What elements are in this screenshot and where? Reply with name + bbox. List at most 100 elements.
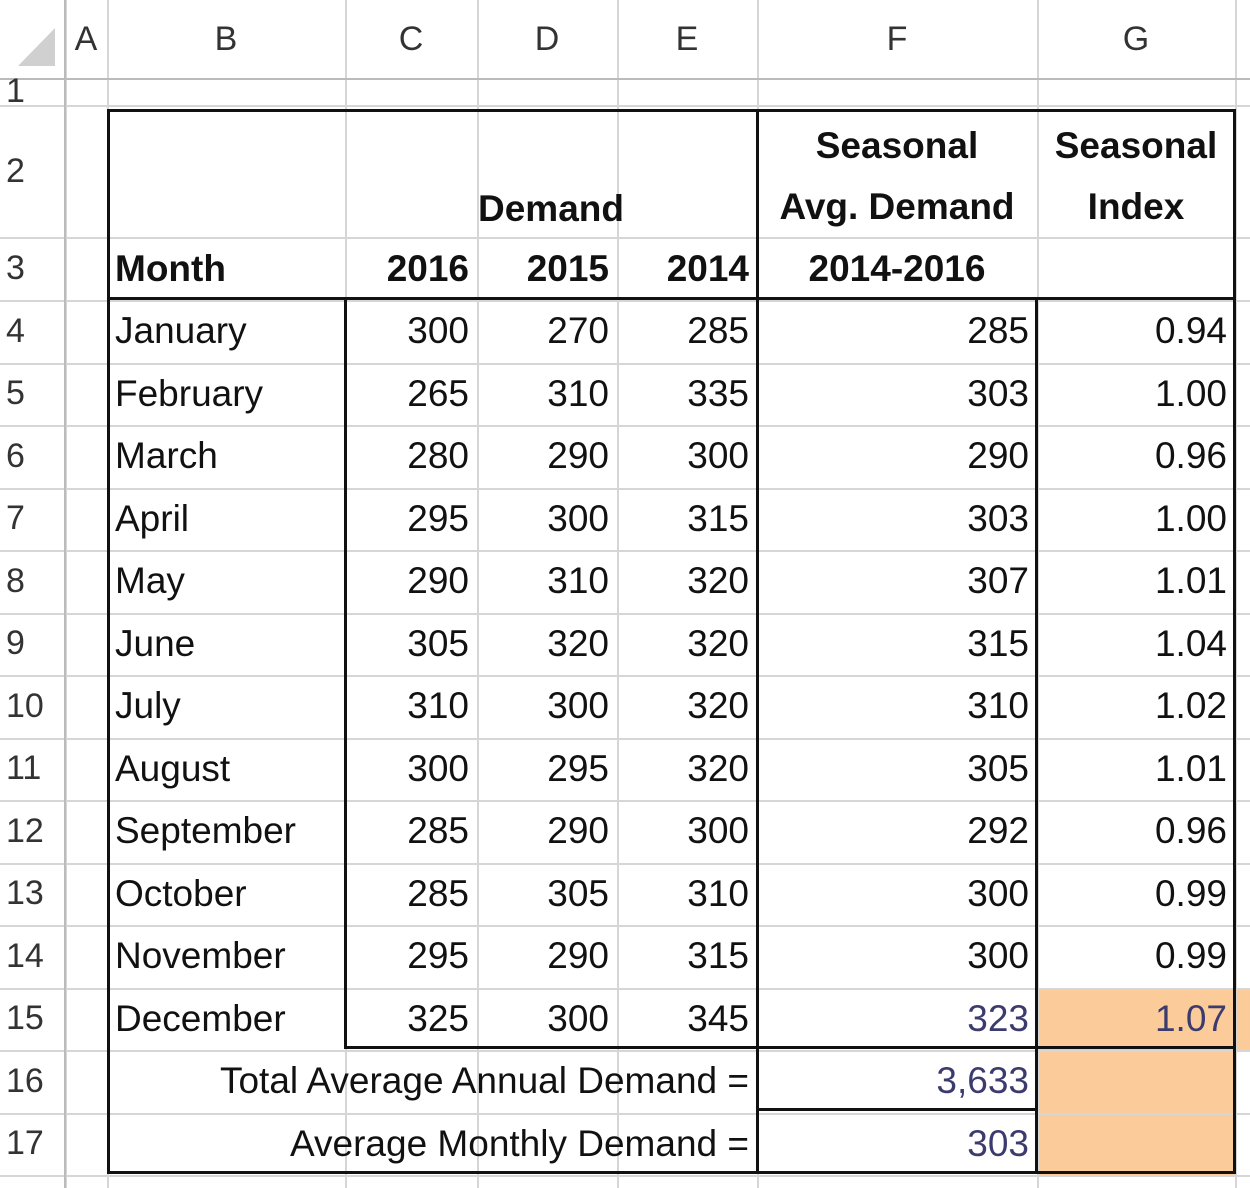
row-header[interactable]: 13 [6,874,44,913]
grid-line [0,737,1250,740]
cell: 320 [687,685,749,727]
cell: 305 [547,872,609,914]
cell: September [115,810,296,852]
column-header[interactable]: G [1122,19,1150,58]
row-header[interactable]: 16 [6,1061,44,1100]
grid-line [0,362,1250,365]
border [107,109,1236,112]
grid-line [0,237,1250,239]
cell: 1.00 [1154,372,1227,414]
border [1035,297,1038,1174]
border [1233,109,1236,1174]
grid-line [0,300,1250,302]
cell: 1.01 [1154,747,1227,789]
cell: Month [115,247,226,289]
cell: 300 [547,997,609,1039]
border [756,109,759,1174]
cell: 345 [687,997,749,1039]
row-header[interactable]: 9 [6,624,25,663]
cell: July [115,685,181,727]
cell: Seasonal [815,124,979,166]
grid-line [1235,0,1237,1188]
cell: 3,633 [936,1060,1029,1102]
grid-line [0,675,1250,677]
cell: 323 [967,997,1029,1039]
cell: December [115,997,286,1039]
cell: January [115,310,247,352]
cell: October [115,872,247,914]
border [107,109,110,1174]
row-header[interactable]: 5 [6,374,25,413]
cell: 285 [407,810,469,852]
cell: 303 [967,497,1029,539]
cell: 1.07 [1154,997,1227,1039]
row-header[interactable]: 6 [6,436,25,475]
cell: 2015 [526,247,609,289]
cell: Total Average Annual Demand = [219,1060,749,1102]
border [107,297,1236,300]
cell: 1.01 [1154,560,1227,602]
column-header[interactable]: A [74,19,98,58]
cell: 2014 [666,247,749,289]
cell: 320 [687,747,749,789]
highlight [1235,987,1250,1050]
cell: 295 [407,497,469,539]
row-header[interactable]: 2 [6,151,25,190]
cell: 0.96 [1154,810,1227,852]
highlight [1037,1050,1235,1113]
row-header[interactable]: 7 [6,499,25,538]
cell: 300 [687,435,749,477]
cell: 0.99 [1154,935,1227,977]
cell: 325 [407,997,469,1039]
cell: 310 [687,872,749,914]
column-header[interactable]: B [214,19,238,58]
row-header[interactable]: 12 [6,811,44,850]
grid-line [0,1175,1250,1177]
grid-line [477,0,479,1188]
cell: 300 [967,935,1029,977]
grid-line [0,105,1250,107]
highlight [1037,987,1235,1050]
row-header[interactable]: 1 [6,78,25,105]
cell: 310 [967,685,1029,727]
cell: 285 [687,310,749,352]
cell: 292 [967,810,1029,852]
grid-line [0,612,1250,615]
cell: April [115,497,190,539]
cell: 320 [687,622,749,664]
column-header[interactable]: F [886,19,908,58]
row-header[interactable]: 8 [6,561,25,600]
grid-line [1037,0,1039,1188]
cell: 2014-2016 [808,247,986,289]
cell: 305 [407,622,469,664]
row-header[interactable]: 17 [6,1124,44,1163]
cell: 1.02 [1154,685,1227,727]
cell: Demand [478,187,624,229]
select-all[interactable] [0,0,65,78]
cell: 300 [967,872,1029,914]
cell: Avg. Demand [779,185,1015,227]
cell: 320 [687,560,749,602]
grid-line [0,78,1250,80]
grid-line [0,1050,1250,1052]
cell: Index [1087,185,1185,227]
cell: 0.99 [1154,872,1227,914]
row-header[interactable]: 14 [6,936,44,975]
cell: May [115,560,185,602]
cell: 265 [407,372,469,414]
cell: 315 [967,622,1029,664]
column-header[interactable]: D [534,19,560,58]
cell: 0.94 [1154,310,1227,352]
border [344,1046,1236,1049]
row-header[interactable]: 3 [6,249,25,287]
cell: 280 [407,435,469,477]
column-header[interactable]: C [398,19,424,58]
row-header[interactable]: 10 [6,686,44,725]
cell: 270 [547,310,609,352]
grid-line [0,1112,1250,1115]
column-header[interactable]: E [675,19,699,58]
row-header[interactable]: 15 [6,999,44,1038]
row-header[interactable]: 4 [6,311,25,350]
grid-line [64,0,66,1188]
row-header[interactable]: 11 [6,749,42,788]
